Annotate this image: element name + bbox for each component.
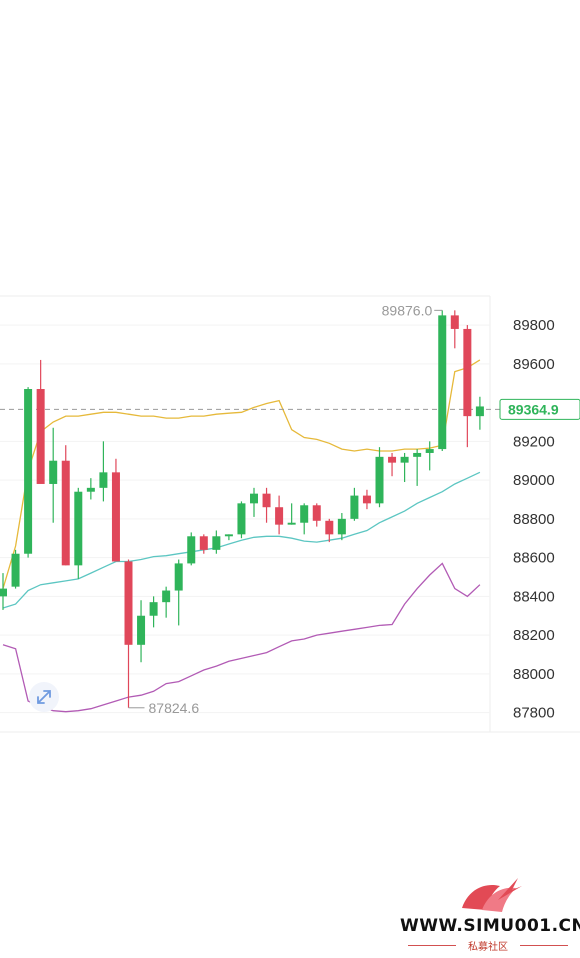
watermark-subtitle: 私募社区 [468, 942, 508, 953]
candle-body [149, 602, 158, 616]
candle-body [0, 588, 7, 597]
candle-body [450, 315, 459, 329]
candle-body [463, 328, 472, 417]
candle-body [262, 493, 271, 508]
y-tick-label: 88600 [513, 550, 555, 567]
candle-body [212, 536, 221, 550]
candle-body [438, 315, 447, 450]
current-price-tag [499, 398, 580, 420]
candle-body [24, 389, 33, 554]
candle-body [350, 495, 359, 519]
moving-average-line [2, 359, 481, 589]
candle-body [337, 518, 346, 535]
lower-band-line [2, 562, 481, 713]
y-tick-label: 88000 [513, 666, 555, 683]
watermark-url: WWW.SIMU001.CN [400, 916, 580, 936]
watermark-logo-icon [462, 878, 522, 912]
candle-body [250, 493, 258, 504]
y-tick-label: 89800 [513, 317, 555, 334]
candle-body [325, 520, 334, 535]
candle-body [99, 472, 108, 488]
y-tick-label: 88200 [513, 627, 555, 644]
candle-body [162, 590, 171, 603]
candle-body [124, 561, 133, 645]
candle-body [375, 456, 384, 504]
y-tick-label: 89200 [513, 433, 555, 450]
y-tick-label: 89000 [513, 472, 555, 489]
candle-body [300, 505, 309, 523]
candle-body [199, 536, 208, 550]
y-tick-label: 89600 [513, 356, 555, 373]
candle-body [174, 563, 183, 591]
candle-body [362, 495, 371, 504]
upper-band-line [2, 471, 481, 609]
candle-body [413, 452, 422, 457]
low-price-label: 87824.6 [149, 700, 200, 716]
candle-body [425, 449, 434, 453]
candle-body [275, 507, 284, 525]
candle-body [388, 456, 397, 463]
watermark-rule-right [520, 945, 568, 946]
watermark-rule-left [408, 945, 456, 946]
candle-body [137, 615, 146, 645]
candle-body [61, 460, 70, 566]
candle-body [475, 406, 484, 417]
y-tick-label: 87800 [513, 705, 555, 722]
y-tick-label: 88400 [513, 588, 555, 605]
candle-body [74, 491, 83, 566]
candle-body [49, 460, 58, 484]
candle-body [312, 505, 321, 521]
high-price-label: 89876.0 [382, 302, 433, 318]
candle-body [36, 389, 45, 484]
y-tick-label: 88800 [513, 511, 555, 528]
candle-body [287, 522, 296, 525]
candle-body [11, 553, 20, 587]
candle-body [86, 487, 95, 492]
candle-body [187, 536, 196, 564]
expand-icon[interactable] [37, 690, 51, 704]
watermark: WWW.SIMU001.CN 私募社区 [400, 872, 580, 953]
candle-body [111, 472, 120, 562]
candle-body [237, 503, 246, 535]
current-price-text: 89364.9 [508, 401, 559, 417]
candle-body [224, 534, 233, 537]
candle-body [400, 456, 409, 463]
